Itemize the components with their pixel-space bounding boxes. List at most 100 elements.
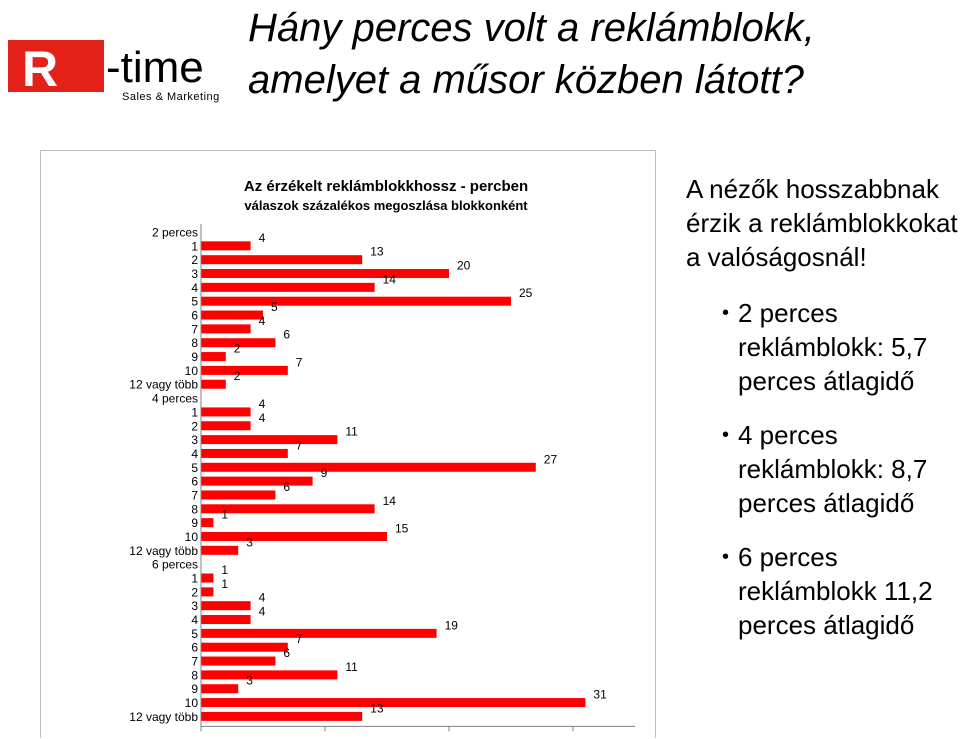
data-label: 14 [383,272,397,286]
category-label: 12 vagy több [129,710,198,724]
bullet-text: 4 perces reklámblokk: 8,7 perces átlagid… [738,420,928,518]
side-notes: A nézők hosszabbnak érzik a reklámblokko… [686,172,960,662]
data-label: 1 [221,577,228,591]
bar [201,365,288,375]
bar [201,615,251,625]
group-header-label: 4 perces [152,392,198,406]
data-label: 19 [445,618,459,632]
bullet-dot-icon: • [722,302,730,324]
data-label: 1 [221,563,228,577]
chart-title: Az érzékelt reklámblokkhossz - percben [244,178,528,195]
bar [201,421,251,431]
bar [201,379,226,389]
bullet-2-perces: • 2 perces reklámblokk: 5,7 perces átlagi… [686,296,960,398]
category-label: 7 [191,488,198,502]
data-label: 4 [259,231,266,245]
data-label: 4 [259,605,266,619]
bullet-text: 6 perces reklámblokk 11,2 perces átlagid… [738,542,933,640]
bar [201,684,239,694]
side-bullet-list: • 2 perces reklámblokk: 5,7 perces átlagi… [686,296,960,642]
category-label: 10 [185,696,199,710]
category-label: 1 [191,239,198,253]
chart-panel: Az érzékelt reklámblokkhossz - percben v… [40,150,656,738]
data-label: 11 [345,425,358,439]
bar [201,269,449,279]
category-label: 9 [191,516,198,530]
category-label: 10 [185,364,199,378]
data-label: 3 [246,535,253,549]
category-label: 4 [191,281,198,295]
bar [201,448,288,458]
category-label: 10 [185,530,199,544]
category-label: 5 [191,295,198,309]
data-label: 13 [370,701,384,715]
bullet-dot-icon: • [722,424,730,446]
category-label: 8 [191,668,198,682]
data-label: 20 [457,259,471,273]
bar [201,324,251,334]
bullet-6-perces: • 6 perces reklámblokk 11,2 perces átlagi… [686,540,960,642]
category-label: 3 [191,433,198,447]
data-label: 13 [370,245,384,259]
data-label: 15 [395,521,409,535]
r-time-logo: R -time Sales & Marketing [8,40,220,103]
category-label: 1 [191,572,198,586]
data-label: 25 [519,286,533,300]
data-label: 6 [283,646,290,660]
bullet-dot-icon: • [722,546,730,568]
data-label: 6 [283,328,290,342]
bar [201,282,375,292]
data-label: 4 [259,397,266,411]
category-label: 6 [191,475,198,489]
bar [201,241,251,251]
data-label: 4 [259,314,266,328]
data-label: 7 [296,438,303,452]
category-label: 12 vagy több [129,378,198,392]
category-label: 9 [191,682,198,696]
category-label: 5 [191,461,198,475]
data-label: 7 [296,632,303,646]
data-label: 5 [271,300,278,314]
data-label: 14 [383,494,397,508]
bar [201,601,251,611]
bullet-4-perces: • 4 perces reklámblokk: 8,7 perces átlagi… [686,418,960,520]
bar [201,490,276,500]
slide-title: Hány perces volt a reklámblokk, amelyet … [248,6,815,102]
category-label: 6 [191,309,198,323]
data-label: 6 [283,480,290,494]
data-label: 2 [234,369,241,383]
category-label: 4 [191,613,198,627]
category-label: 4 [191,447,198,461]
bar [201,476,313,486]
category-label: 3 [191,599,198,613]
bar [201,518,214,528]
category-label: 2 [191,253,198,267]
data-label: 31 [593,688,607,702]
logo-red-block [8,40,104,92]
bar [201,573,214,583]
logo-name: -time [106,43,204,92]
data-label: 4 [259,411,266,425]
category-label: 9 [191,350,198,364]
category-label: 2 [191,585,198,599]
bar [201,352,226,362]
bar [201,545,239,555]
bar [201,711,363,721]
category-label: 6 [191,641,198,655]
group-header-label: 6 perces [152,558,198,572]
data-label: 2 [234,342,241,356]
group-header-label: 2 perces [152,226,198,240]
bar [201,435,338,445]
bar [201,296,511,306]
chart-subtitle: válaszok százalékos megoszlása blokkonké… [244,198,528,213]
bar [201,310,263,320]
logo-tagline: Sales & Marketing [122,91,220,103]
bar [201,255,363,265]
category-label: 7 [191,322,198,336]
data-label: 1 [221,508,228,522]
bar [201,407,251,417]
data-label: 4 [259,591,266,605]
category-label: 1 [191,405,198,419]
side-intro: A nézők hosszabbnak érzik a reklámblokko… [686,174,958,272]
bar-chart: Az érzékelt reklámblokkhossz - percben v… [129,178,635,732]
